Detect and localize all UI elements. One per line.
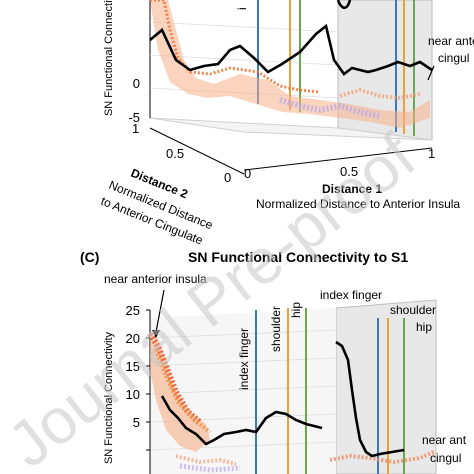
panel-c-z-tick: 25	[126, 303, 140, 318]
panel-b-x-tick: 1	[428, 146, 435, 161]
panel-b-y-tick: 0.5	[166, 146, 184, 161]
panel-b-z-tick: 0	[133, 76, 140, 91]
panel-c-label-hip-back: hip	[416, 320, 432, 334]
panel-b-depth-axis	[149, 127, 245, 175]
panel-b-annot-arrow	[427, 65, 435, 81]
panel-b-xlabel-sub: Normalized Distance to Anterior Insula	[256, 197, 460, 211]
panel-c-annot-insula-arrow	[155, 289, 165, 333]
panel-b-z-tick: -5	[128, 110, 140, 125]
panel-c-title: SN Functional Connectivity to S1	[188, 249, 408, 265]
panel-b-floor	[149, 117, 433, 141]
panel-b-xlabel: Distance 1	[322, 182, 382, 196]
panel-c-point-cloud	[147, 332, 435, 473]
panel-b-annot-near: near anter	[428, 34, 474, 48]
panel-c-label-shoulder-back: shoulder	[390, 303, 436, 317]
panel-c-z-tick: 10	[126, 387, 140, 402]
panel-c-annot-cingul: cingul	[430, 451, 461, 465]
panel-b-black-curve	[149, 23, 433, 76]
panel-c-label-shoulder: shoulder	[269, 306, 283, 352]
panel-c-annot-near: near ant	[422, 433, 467, 447]
panel-b-y-tick: 0	[224, 170, 231, 185]
panel-b-x-tick: 0.5	[340, 164, 358, 179]
panel-c-z-tick: 15	[126, 359, 140, 374]
panel-c-ylabel: SN Functional Connectivity	[103, 331, 115, 464]
panel-c-label-index-finger: index finger	[237, 328, 251, 390]
panel-b-point-cloud	[150, 0, 430, 128]
panel-b-annot-cingul: cingul	[438, 51, 469, 65]
panel-c-black-curve	[160, 395, 323, 446]
panel-b-x-tick: 0	[244, 166, 251, 181]
panel-c-z-tick: 20	[126, 331, 140, 346]
panel-c-label-index-finger-back: index finger	[320, 288, 382, 302]
panel-b-y-tick: 1	[132, 121, 139, 136]
panel-c-annot-insula: near anterior insula	[104, 272, 207, 286]
panel-c-black-curve-back	[335, 340, 405, 458]
panel-c: (C) SN Functional Connectivity to S1 25 …	[80, 249, 467, 474]
panel-b-x-axis	[243, 147, 433, 171]
panel-c-arrowhead	[152, 330, 160, 338]
panel-b-annot-top: i	[235, 7, 249, 10]
panel-c-label-hip: hip	[289, 302, 303, 318]
panel-c-z-tick: 5	[133, 415, 140, 430]
panel-c-letter: (C)	[80, 249, 99, 265]
panel-b-gridline	[149, 21, 339, 33]
panel-b-black-curve-peak	[336, 0, 352, 10]
panel-b-ylabel: SN Functional Connectivity	[103, 0, 115, 116]
